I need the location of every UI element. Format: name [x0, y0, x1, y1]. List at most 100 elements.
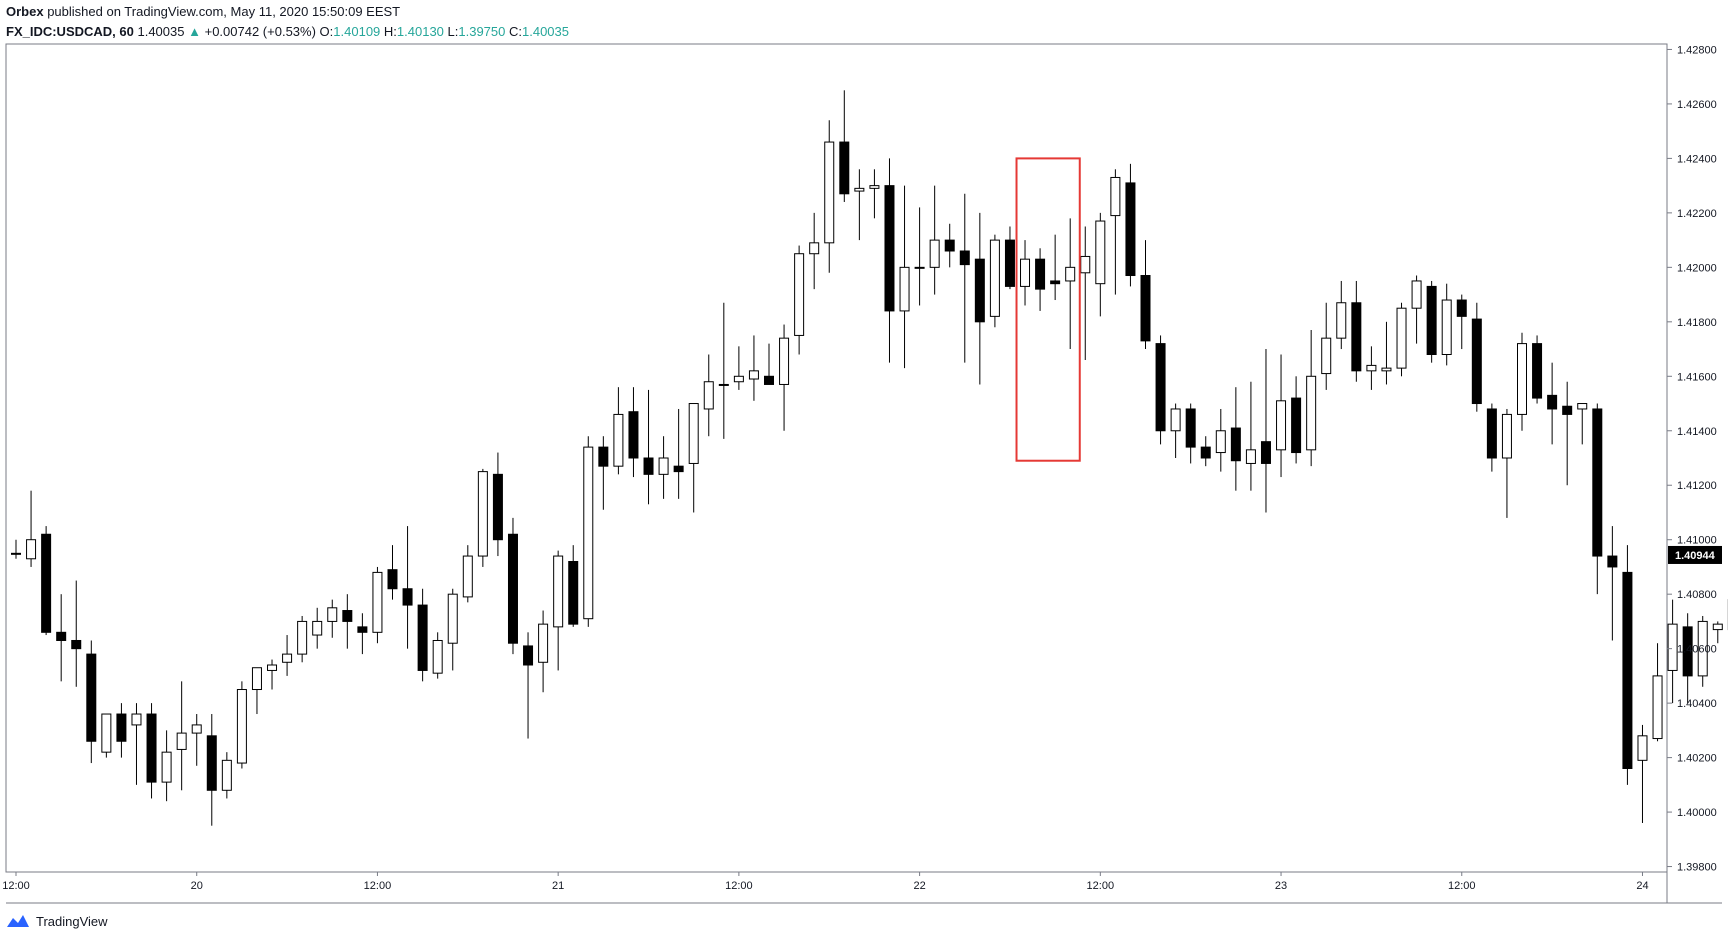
price-axis[interactable]: 1.428001.426001.424001.422001.420001.418…: [1667, 44, 1722, 873]
candle-body-up: [1246, 450, 1255, 464]
candle: [1231, 387, 1240, 491]
candle: [388, 545, 397, 599]
candle: [1051, 235, 1060, 300]
candle: [599, 436, 608, 510]
time-tick-label: 12:00: [2, 880, 30, 892]
candle-body-up: [719, 384, 728, 385]
tradingview-logo-icon[interactable]: [6, 913, 30, 929]
candle-body-down: [1608, 556, 1617, 567]
candle: [42, 526, 51, 635]
candle-body-up: [162, 752, 171, 782]
candle-body-up: [930, 240, 939, 267]
candle: [1307, 330, 1316, 466]
candle: [177, 681, 186, 790]
candle-body-up: [328, 608, 337, 622]
candle: [689, 404, 698, 513]
candle-body-up: [1518, 344, 1527, 415]
candle-body-up: [1382, 368, 1391, 371]
candle: [1141, 240, 1150, 349]
candle: [1442, 284, 1451, 366]
plot-frame: [6, 44, 1667, 872]
candle-body-up: [1277, 401, 1286, 450]
candle: [418, 589, 427, 682]
candle-body-down: [524, 646, 533, 665]
candle: [1036, 248, 1045, 311]
candle-body-down: [644, 458, 653, 474]
candle-body-up: [1653, 676, 1662, 739]
candle-body-down: [72, 640, 81, 648]
candle: [1186, 404, 1195, 464]
candle: [1096, 213, 1105, 316]
candle-body-up: [734, 376, 743, 381]
candle-body-up: [1668, 624, 1677, 670]
candle: [1352, 281, 1361, 382]
candle-body-down: [599, 447, 608, 466]
candle-body-up: [870, 186, 879, 189]
price-tick-label: 1.41400: [1677, 426, 1717, 438]
candle-body-up: [1367, 365, 1376, 370]
candle-body-up: [1171, 409, 1180, 431]
candle: [57, 594, 66, 681]
candle-body-down: [1156, 344, 1165, 431]
candle: [539, 611, 548, 693]
candle: [915, 207, 924, 305]
candle-body-down: [1126, 183, 1135, 276]
candle-body-up: [1397, 308, 1406, 368]
candle: [1653, 643, 1662, 741]
candle-body-down: [765, 376, 774, 384]
candle: [373, 567, 382, 643]
candle-body-up: [283, 654, 292, 662]
candle-body-up: [433, 640, 442, 673]
candle: [328, 600, 337, 638]
candle-body-down: [1005, 240, 1014, 286]
candle: [1563, 382, 1572, 486]
price-tick-label: 1.42000: [1677, 262, 1717, 274]
candle: [1397, 303, 1406, 377]
candle: [132, 703, 141, 785]
candle-body-up: [1322, 338, 1331, 373]
candle: [1713, 621, 1722, 643]
candle-body-down: [1231, 428, 1240, 461]
candle: [1367, 346, 1376, 390]
candle: [1277, 355, 1286, 478]
candle-body-down: [42, 534, 51, 632]
candle: [147, 703, 156, 798]
candle-body-down: [343, 611, 352, 622]
candle: [644, 390, 653, 504]
candle-body-down: [117, 714, 126, 741]
footer-brand-label[interactable]: TradingView: [36, 914, 108, 929]
candle-body-down: [87, 654, 96, 741]
candle: [749, 335, 758, 400]
candle: [975, 213, 984, 385]
candle-body-down: [885, 186, 894, 311]
candle: [222, 752, 231, 798]
candle-body-up: [177, 733, 186, 749]
candle-body-down: [358, 627, 367, 632]
candle: [448, 589, 457, 671]
candle-body-up: [448, 594, 457, 643]
candle-body-down: [629, 412, 638, 458]
candle: [569, 545, 578, 627]
candle-body-up: [1578, 404, 1587, 409]
candle-body-down: [975, 259, 984, 322]
candle-body-down: [1472, 319, 1481, 403]
candle-body-up: [1021, 259, 1030, 286]
candle-body-up: [102, 714, 111, 752]
candle: [1518, 333, 1527, 431]
price-tick-label: 1.42400: [1677, 153, 1717, 165]
candle-body-down: [388, 570, 397, 589]
candle: [1427, 281, 1436, 363]
candle: [252, 668, 261, 714]
price-tick-label: 1.42200: [1677, 208, 1717, 220]
candle-body-down: [1457, 300, 1466, 316]
candle: [930, 186, 939, 295]
candle-body-up: [463, 556, 472, 597]
candle-body-down: [57, 632, 66, 640]
candle-body-down: [1623, 572, 1632, 768]
candle: [1261, 349, 1270, 512]
candle-body-up: [704, 382, 713, 409]
candle: [268, 660, 277, 690]
